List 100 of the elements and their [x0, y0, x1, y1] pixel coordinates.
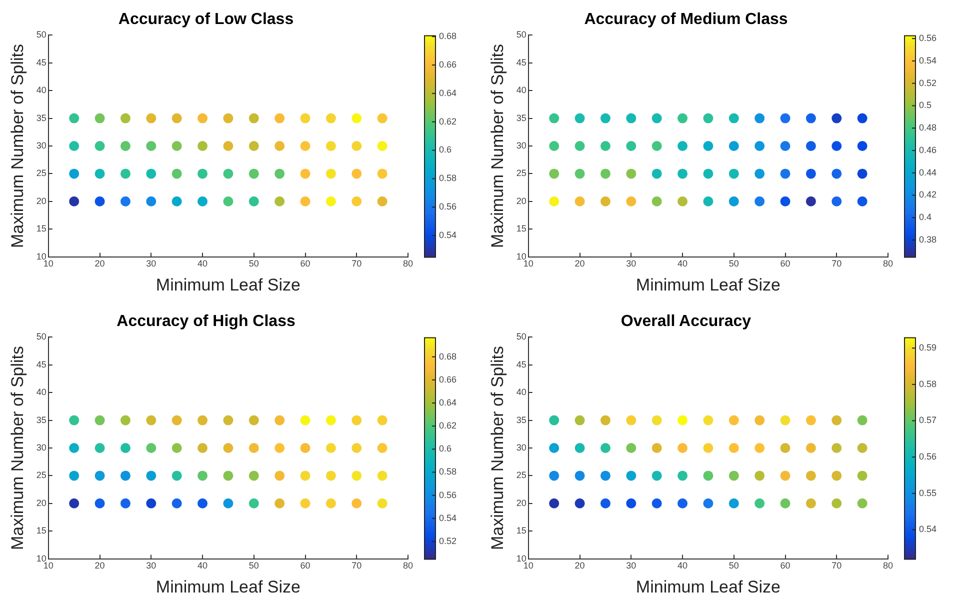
point: [780, 443, 790, 453]
x-tick-label: 20: [574, 258, 585, 269]
x-tick-label: 20: [94, 560, 105, 571]
point: [172, 141, 182, 151]
point: [274, 168, 285, 179]
x-tick-label: 30: [626, 258, 636, 269]
point: [198, 415, 208, 426]
point: [326, 196, 336, 206]
color-bar-label: 0.59: [919, 342, 937, 353]
point: [806, 113, 816, 124]
color-bar-label: 0.57: [919, 415, 937, 426]
point: [352, 168, 362, 179]
point: [652, 470, 662, 481]
point: [678, 113, 688, 124]
point: [626, 415, 636, 426]
point: [574, 113, 585, 124]
point: [377, 470, 388, 481]
point: [352, 141, 362, 151]
color-bar-label: 0.6: [439, 444, 452, 454]
color-bar-label: 0.54: [439, 512, 457, 523]
point: [120, 498, 130, 508]
point: [223, 470, 234, 481]
x-tick-label: 10: [523, 560, 534, 571]
point: [806, 415, 816, 426]
point: [69, 113, 80, 124]
y-tick-label: 30: [36, 442, 46, 452]
point: [198, 141, 208, 151]
x-tick-label: 10: [43, 560, 54, 571]
point: [172, 415, 182, 426]
point: [223, 196, 234, 206]
y-axis-title: Maximum Number of Splits: [8, 44, 27, 248]
point: [754, 196, 765, 206]
point: [146, 141, 156, 151]
x-tick-label: 40: [678, 258, 688, 269]
point: [300, 443, 310, 453]
color-bar-label: 0.62: [439, 420, 457, 431]
point: [223, 443, 234, 453]
point: [652, 168, 662, 179]
x-tick-label: 70: [352, 560, 362, 571]
point: [780, 168, 790, 179]
point: [223, 415, 234, 426]
point: [626, 498, 636, 508]
point: [652, 415, 662, 426]
y-tick-label: 15: [36, 526, 46, 536]
point: [574, 196, 585, 206]
point: [120, 141, 130, 151]
point: [703, 415, 714, 426]
x-tick-label: 40: [678, 560, 688, 571]
point: [626, 443, 636, 453]
point: [806, 498, 816, 508]
point: [146, 113, 156, 124]
point: [300, 141, 310, 151]
chart-title: Accuracy of Low Class: [118, 11, 294, 28]
x-axis-title: Minimum Leaf Size: [636, 275, 780, 294]
point: [652, 141, 662, 151]
x-tick-label: 80: [882, 560, 894, 571]
x-axis-title: Minimum Leaf Size: [156, 275, 300, 294]
point: [574, 168, 585, 179]
point: [549, 470, 560, 481]
point: [549, 141, 560, 151]
point: [754, 113, 765, 124]
x-tick-label: 30: [146, 560, 156, 571]
y-tick-label: 45: [516, 57, 526, 68]
point: [94, 141, 105, 151]
y-tick-label: 30: [36, 140, 46, 150]
color-bar-label: 0.42: [919, 190, 937, 200]
y-axis-title: Maximum Number of Splits: [8, 346, 27, 550]
point: [146, 168, 156, 179]
x-tick-label: 50: [728, 258, 739, 269]
point: [728, 498, 739, 508]
point: [274, 113, 285, 124]
point: [806, 443, 816, 453]
point: [274, 498, 285, 508]
y-tick-label: 50: [36, 30, 46, 40]
point: [678, 141, 688, 151]
point: [678, 168, 688, 179]
point: [69, 415, 80, 426]
point: [69, 196, 80, 206]
x-tick-label: 70: [832, 258, 842, 269]
y-tick-label: 50: [516, 30, 526, 40]
y-tick-label: 40: [516, 85, 526, 96]
y-tick-label: 20: [36, 498, 46, 508]
point: [832, 470, 842, 481]
point: [832, 141, 842, 151]
point: [352, 470, 362, 481]
x-tick-label: 70: [832, 560, 842, 571]
point: [754, 443, 765, 453]
point: [857, 141, 868, 151]
color-bar-label: 0.66: [439, 60, 457, 70]
point: [678, 415, 688, 426]
y-tick-label: 50: [36, 332, 46, 342]
x-tick-label: 60: [780, 258, 790, 269]
color-bar-label: 0.64: [439, 88, 457, 98]
color-bar-label: 0.56: [919, 33, 937, 44]
point: [600, 415, 610, 426]
point: [274, 141, 285, 151]
y-tick-label: 10: [36, 553, 46, 564]
point: [549, 113, 560, 124]
point: [377, 168, 388, 179]
point: [857, 196, 868, 206]
